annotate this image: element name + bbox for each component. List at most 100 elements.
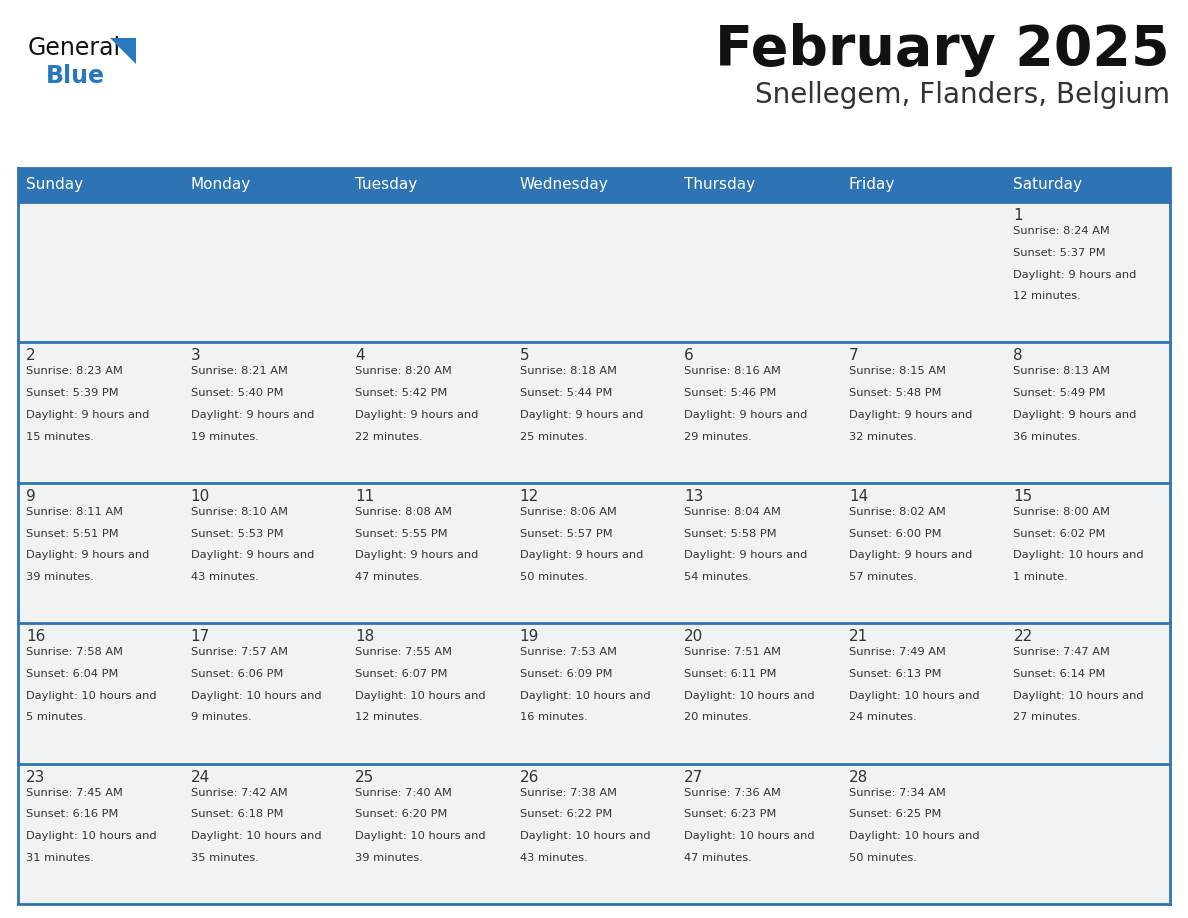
Text: Sunset: 6:13 PM: Sunset: 6:13 PM (849, 669, 941, 679)
Text: Daylight: 10 hours and: Daylight: 10 hours and (684, 831, 815, 841)
Text: Daylight: 10 hours and: Daylight: 10 hours and (519, 690, 650, 700)
Text: 50 minutes.: 50 minutes. (519, 572, 588, 582)
Text: 19: 19 (519, 629, 539, 644)
Text: 26: 26 (519, 769, 539, 785)
Text: Friday: Friday (849, 177, 896, 193)
Text: Sunset: 6:00 PM: Sunset: 6:00 PM (849, 529, 941, 539)
Text: Saturday: Saturday (1013, 177, 1082, 193)
Text: 47 minutes.: 47 minutes. (684, 853, 752, 863)
Text: Sunset: 5:44 PM: Sunset: 5:44 PM (519, 388, 612, 398)
Text: Sunrise: 8:15 AM: Sunrise: 8:15 AM (849, 366, 946, 376)
Text: Daylight: 9 hours and: Daylight: 9 hours and (1013, 410, 1137, 420)
Text: Sunrise: 8:18 AM: Sunrise: 8:18 AM (519, 366, 617, 376)
Text: Sunrise: 8:24 AM: Sunrise: 8:24 AM (1013, 226, 1110, 236)
Text: 19 minutes.: 19 minutes. (190, 431, 259, 442)
Text: 27: 27 (684, 769, 703, 785)
Text: 22: 22 (1013, 629, 1032, 644)
Text: Daylight: 9 hours and: Daylight: 9 hours and (684, 550, 808, 560)
Text: Sunrise: 8:20 AM: Sunrise: 8:20 AM (355, 366, 451, 376)
Text: Daylight: 10 hours and: Daylight: 10 hours and (849, 690, 979, 700)
Text: 20 minutes.: 20 minutes. (684, 712, 752, 722)
Text: Sunset: 6:23 PM: Sunset: 6:23 PM (684, 810, 777, 820)
Text: 57 minutes.: 57 minutes. (849, 572, 917, 582)
Text: Daylight: 9 hours and: Daylight: 9 hours and (849, 410, 972, 420)
Text: 12 minutes.: 12 minutes. (355, 712, 423, 722)
Text: 13: 13 (684, 488, 703, 504)
Text: 50 minutes.: 50 minutes. (849, 853, 917, 863)
Text: 9 minutes.: 9 minutes. (190, 712, 251, 722)
Text: Sunrise: 7:58 AM: Sunrise: 7:58 AM (26, 647, 124, 657)
Text: Sunset: 5:49 PM: Sunset: 5:49 PM (1013, 388, 1106, 398)
Bar (18, 342, 1170, 483)
Text: Sunrise: 8:16 AM: Sunrise: 8:16 AM (684, 366, 782, 376)
Text: 54 minutes.: 54 minutes. (684, 572, 752, 582)
Text: 10: 10 (190, 488, 210, 504)
Text: 15 minutes.: 15 minutes. (26, 431, 94, 442)
Text: 25 minutes.: 25 minutes. (519, 431, 587, 442)
Text: Thursday: Thursday (684, 177, 756, 193)
Text: Sunrise: 8:13 AM: Sunrise: 8:13 AM (1013, 366, 1111, 376)
Text: Daylight: 10 hours and: Daylight: 10 hours and (519, 831, 650, 841)
Text: 17: 17 (190, 629, 210, 644)
Text: General: General (29, 36, 121, 60)
Text: 5 minutes.: 5 minutes. (26, 712, 87, 722)
Text: Sunrise: 7:55 AM: Sunrise: 7:55 AM (355, 647, 453, 657)
Text: Sunrise: 8:10 AM: Sunrise: 8:10 AM (190, 507, 287, 517)
Text: Sunrise: 8:11 AM: Sunrise: 8:11 AM (26, 507, 124, 517)
Text: Sunrise: 7:49 AM: Sunrise: 7:49 AM (849, 647, 946, 657)
Text: Sunset: 5:58 PM: Sunset: 5:58 PM (684, 529, 777, 539)
Text: Wednesday: Wednesday (519, 177, 608, 193)
Text: Sunset: 5:37 PM: Sunset: 5:37 PM (1013, 248, 1106, 258)
Text: Daylight: 9 hours and: Daylight: 9 hours and (26, 550, 150, 560)
Text: 35 minutes.: 35 minutes. (190, 853, 259, 863)
Bar (18, 483, 1170, 623)
Text: Sunset: 5:42 PM: Sunset: 5:42 PM (355, 388, 448, 398)
Text: 24: 24 (190, 769, 210, 785)
Text: 18: 18 (355, 629, 374, 644)
Text: 39 minutes.: 39 minutes. (26, 572, 94, 582)
Text: 22 minutes.: 22 minutes. (355, 431, 423, 442)
Text: Daylight: 10 hours and: Daylight: 10 hours and (355, 690, 486, 700)
Text: Sunset: 6:25 PM: Sunset: 6:25 PM (849, 810, 941, 820)
Text: Daylight: 10 hours and: Daylight: 10 hours and (684, 690, 815, 700)
Text: 43 minutes.: 43 minutes. (519, 853, 587, 863)
Text: 20: 20 (684, 629, 703, 644)
Text: Daylight: 9 hours and: Daylight: 9 hours and (1013, 270, 1137, 279)
Text: 2: 2 (26, 349, 36, 364)
Text: Sunrise: 7:34 AM: Sunrise: 7:34 AM (849, 788, 946, 798)
Text: 8: 8 (1013, 349, 1023, 364)
Bar (18, 764, 1170, 904)
Text: Daylight: 10 hours and: Daylight: 10 hours and (849, 831, 979, 841)
Text: Sunrise: 7:40 AM: Sunrise: 7:40 AM (355, 788, 451, 798)
Text: Sunset: 6:07 PM: Sunset: 6:07 PM (355, 669, 448, 679)
Text: Daylight: 9 hours and: Daylight: 9 hours and (355, 410, 479, 420)
Text: February 2025: February 2025 (715, 23, 1170, 77)
Text: 1 minute.: 1 minute. (1013, 572, 1068, 582)
Text: Sunday: Sunday (26, 177, 83, 193)
Text: Snellegem, Flanders, Belgium: Snellegem, Flanders, Belgium (756, 81, 1170, 109)
Text: Sunset: 5:39 PM: Sunset: 5:39 PM (26, 388, 119, 398)
Text: Sunrise: 8:00 AM: Sunrise: 8:00 AM (1013, 507, 1111, 517)
Text: Daylight: 10 hours and: Daylight: 10 hours and (190, 690, 321, 700)
Text: Sunrise: 8:23 AM: Sunrise: 8:23 AM (26, 366, 122, 376)
Text: Sunrise: 7:42 AM: Sunrise: 7:42 AM (190, 788, 287, 798)
Text: Daylight: 9 hours and: Daylight: 9 hours and (190, 550, 314, 560)
Text: 7: 7 (849, 349, 859, 364)
Text: 4: 4 (355, 349, 365, 364)
Bar (18, 623, 1170, 764)
Text: Daylight: 9 hours and: Daylight: 9 hours and (849, 550, 972, 560)
Text: 9: 9 (26, 488, 36, 504)
Bar (18, 202, 1170, 342)
Text: Daylight: 9 hours and: Daylight: 9 hours and (26, 410, 150, 420)
Text: Sunset: 6:20 PM: Sunset: 6:20 PM (355, 810, 448, 820)
Text: Sunset: 5:53 PM: Sunset: 5:53 PM (190, 529, 283, 539)
Text: 12: 12 (519, 488, 539, 504)
Text: Sunrise: 7:47 AM: Sunrise: 7:47 AM (1013, 647, 1111, 657)
Text: 11: 11 (355, 488, 374, 504)
Text: Daylight: 9 hours and: Daylight: 9 hours and (519, 550, 643, 560)
Text: Sunset: 5:51 PM: Sunset: 5:51 PM (26, 529, 119, 539)
Text: Daylight: 9 hours and: Daylight: 9 hours and (190, 410, 314, 420)
Text: 28: 28 (849, 769, 868, 785)
Text: Sunrise: 8:21 AM: Sunrise: 8:21 AM (190, 366, 287, 376)
Text: Sunset: 6:02 PM: Sunset: 6:02 PM (1013, 529, 1106, 539)
